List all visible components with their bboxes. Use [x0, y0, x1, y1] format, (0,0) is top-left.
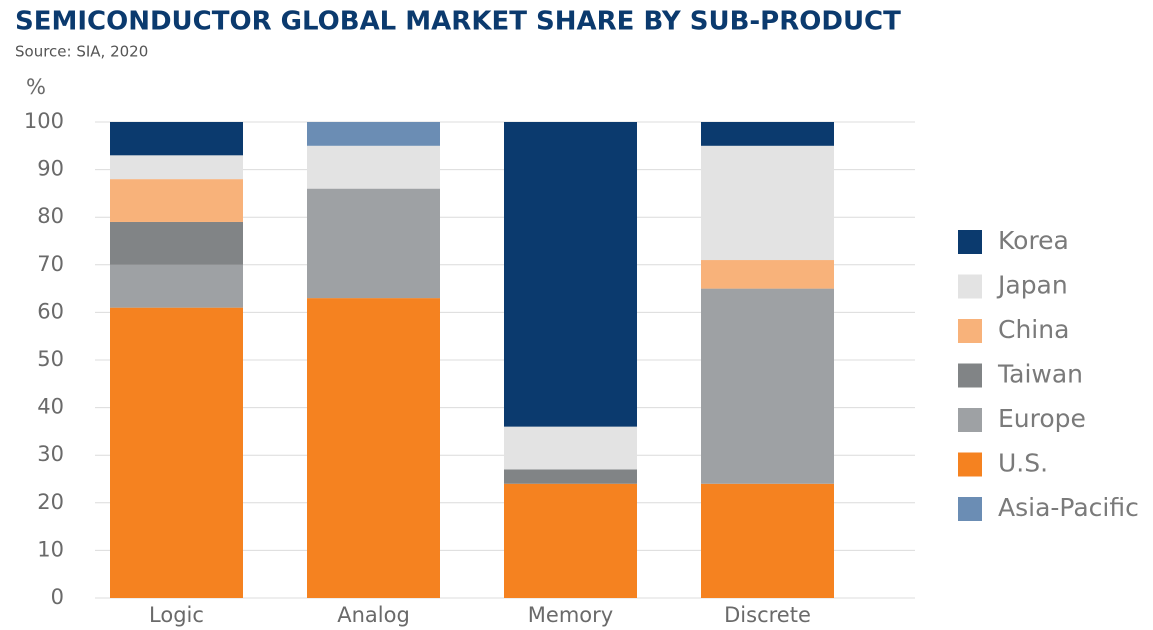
y-tick-label: 0	[51, 585, 64, 609]
legend-swatch	[958, 230, 982, 254]
chart-subtitle: Source: SIA, 2020	[15, 43, 148, 61]
bar-segment	[110, 122, 243, 156]
legend-swatch	[958, 408, 982, 432]
y-tick-label: 80	[37, 204, 64, 228]
y-tick-label: 10	[37, 537, 64, 561]
legend-label: Europe	[998, 404, 1086, 433]
legend-swatch	[958, 274, 982, 299]
bar-segment	[701, 483, 834, 598]
bar-segment	[110, 179, 243, 222]
y-axis-label: %	[26, 75, 46, 99]
bar-segment	[110, 307, 243, 598]
bar-segment	[307, 145, 440, 189]
y-tick-label: 70	[37, 252, 64, 276]
legend-label: Taiwan	[997, 360, 1083, 389]
y-tick-label: 60	[37, 299, 64, 323]
bar-segment	[504, 122, 637, 427]
legend-label: Korea	[998, 226, 1069, 255]
bar-segment	[307, 122, 440, 146]
x-tick-label: Memory	[528, 603, 613, 627]
bar-segment	[110, 264, 243, 308]
legend-swatch	[958, 363, 982, 388]
legend-label: China	[998, 315, 1069, 344]
y-tick-label: 50	[37, 347, 64, 371]
bar-segment	[110, 155, 243, 180]
bar-segment	[504, 483, 637, 598]
legend-swatch	[958, 452, 982, 477]
bar-segment	[504, 426, 637, 470]
legend-label: U.S.	[998, 449, 1048, 478]
x-tick-label: Discrete	[724, 603, 811, 627]
bar-segment	[504, 469, 637, 484]
bar-segment	[701, 260, 834, 289]
legend-swatch	[958, 319, 982, 343]
bar-segment	[110, 221, 243, 265]
bar-segment	[701, 145, 834, 261]
bar-segment	[701, 288, 834, 484]
legend-label: Japan	[996, 271, 1068, 300]
y-tick-label: 100	[24, 109, 64, 133]
bar-segment	[701, 122, 834, 146]
legend-swatch	[958, 497, 982, 521]
y-tick-label: 30	[37, 442, 64, 466]
y-tick-label: 90	[37, 157, 64, 181]
legend-label: Asia-Pacific	[998, 493, 1139, 522]
bar-segment	[307, 298, 440, 598]
x-tick-label: Logic	[149, 603, 204, 627]
y-tick-label: 40	[37, 395, 64, 419]
bar-segment	[307, 188, 440, 299]
x-tick-label: Analog	[337, 603, 410, 627]
chart-title: SEMICONDUCTOR GLOBAL MARKET SHARE BY SUB…	[15, 7, 901, 37]
y-tick-label: 20	[37, 490, 64, 514]
